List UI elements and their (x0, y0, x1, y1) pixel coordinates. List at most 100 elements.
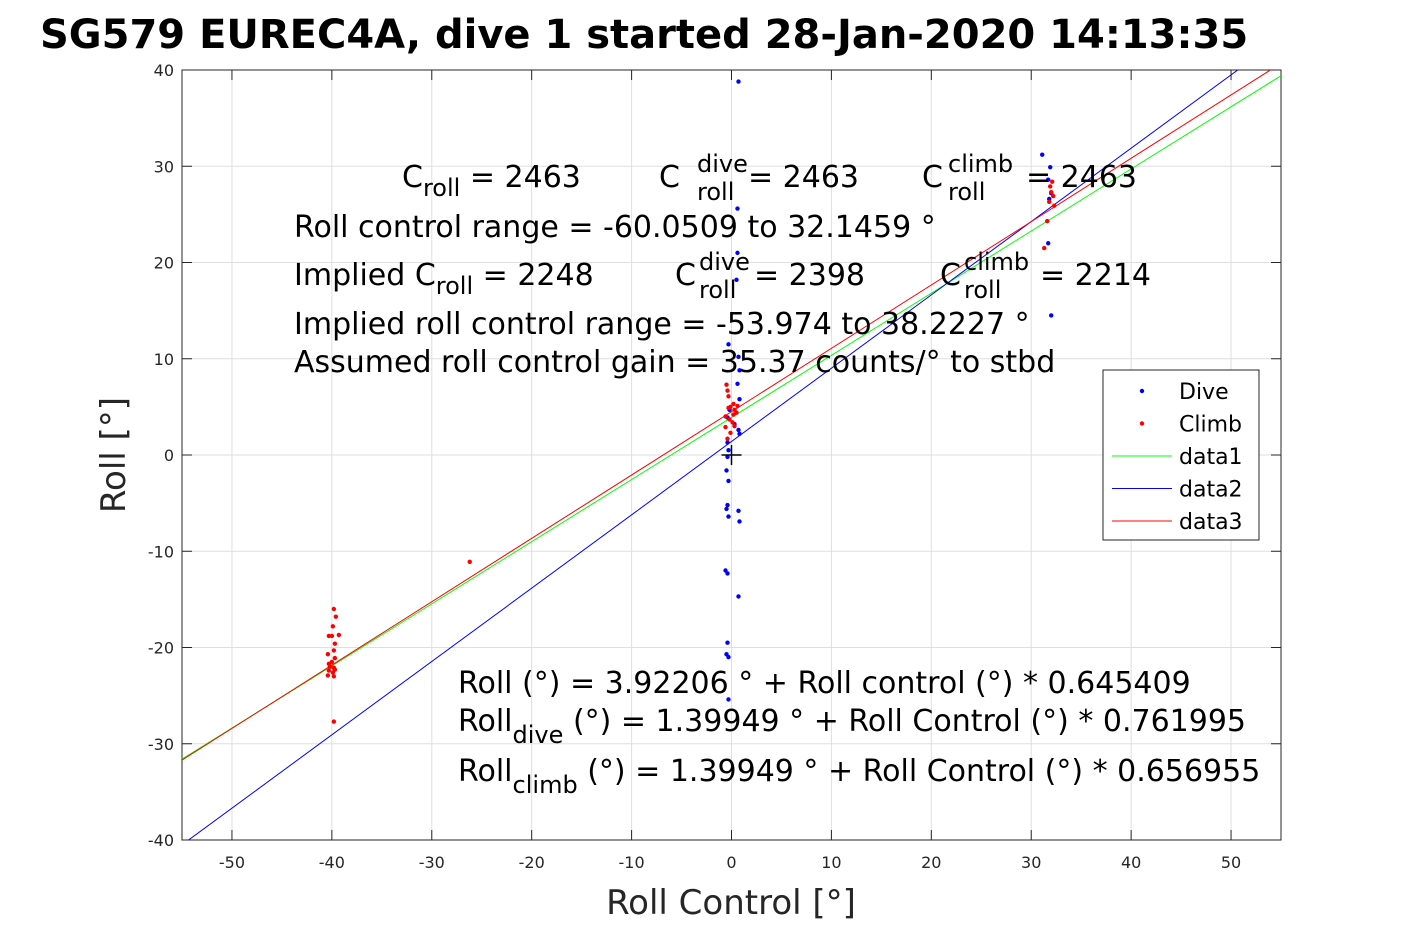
annotations: Croll = 2463 C dive roll = 2463 C climb … (294, 150, 1260, 799)
chart-title: SG579 EUREC4A, dive 1 started 28-Jan-202… (40, 12, 1248, 58)
point-dive (736, 79, 741, 84)
point-dive (1040, 152, 1045, 157)
point-climb (325, 652, 331, 657)
point-climb (333, 614, 339, 619)
point-dive (1046, 241, 1051, 246)
annotation-range-line: Roll control range = -60.0509 to 32.1459… (294, 210, 936, 245)
x-tick-label: -10 (619, 853, 645, 872)
point-climb (331, 719, 337, 724)
annotation-implied-c-climb-value: = 2214 (1040, 258, 1151, 293)
legend: Dive Climb data1 data2 data3 (1102, 369, 1260, 541)
point-dive (736, 427, 741, 433)
point-dive (724, 506, 729, 512)
point-climb (1045, 218, 1050, 224)
point-climb (731, 401, 736, 407)
point-climb (336, 632, 342, 638)
annotation-c-roll-dive-value: = 2463 (748, 160, 859, 195)
point-climb (332, 667, 338, 672)
point-climb (732, 423, 737, 429)
point-climb (726, 405, 731, 411)
annotation-implied-c-climb: C (940, 258, 961, 293)
point-climb (723, 424, 728, 430)
legend-label-dive: Dive (1179, 380, 1229, 405)
point-climb (331, 674, 337, 679)
point-climb (327, 664, 333, 669)
y-tick-label: -20 (148, 639, 174, 658)
y-tick-label: 20 (154, 254, 174, 273)
point-climb (725, 436, 730, 441)
point-dive (725, 640, 730, 645)
annotation-implied-c-dive-value: = 2398 (754, 258, 865, 293)
y-tick-label: 10 (154, 350, 174, 369)
point-climb (467, 559, 472, 565)
y-tick-label: 30 (154, 157, 174, 176)
annotation-c-roll-dive-sub: roll (697, 178, 734, 206)
point-dive (726, 342, 731, 347)
point-dive (726, 514, 731, 519)
point-climb (723, 414, 728, 419)
x-tick-label: 0 (726, 853, 736, 872)
point-climb (731, 412, 736, 417)
annotation-fit-climb: Rollclimb (°) = 1.39949 ° + Roll Control… (458, 754, 1260, 799)
point-climb (332, 655, 338, 661)
x-tick-label: 20 (921, 853, 941, 872)
point-climb (326, 668, 332, 673)
series-line-data1 (182, 75, 1281, 760)
point-climb (735, 403, 740, 409)
x-axis-label: Roll Control [°] (606, 883, 856, 923)
point-dive (1046, 177, 1051, 182)
point-dive (735, 206, 740, 211)
y-tick-label: 0 (164, 446, 174, 465)
annotation-c-roll-dive: C (659, 160, 680, 195)
point-climb (325, 673, 331, 678)
point-dive (737, 368, 742, 373)
point-dive (736, 594, 741, 599)
annotation-fit-line: Roll (°) = 3.92206 ° + Roll control (°) … (458, 666, 1191, 701)
tick-labels: -50 -40 -30 -20 -10 0 10 20 30 40 50 -40 -30 -20 -10 0 1… (148, 61, 1281, 872)
point-dive (736, 508, 741, 514)
point-dive (1049, 313, 1054, 318)
annotation-implied-c-climb-sub: roll (964, 276, 1001, 304)
point-climb (1052, 203, 1057, 208)
point-climb (724, 382, 729, 387)
point-climb (728, 430, 733, 436)
point-climb (331, 606, 337, 612)
x-tick-label: -40 (319, 853, 345, 872)
legend-box (1102, 369, 1260, 541)
y-tick-label: -10 (148, 542, 174, 561)
annotation-implied-range-line: Implied roll control range = -53.974 to … (294, 307, 1030, 342)
point-dive (725, 571, 730, 576)
point-climb (1051, 193, 1056, 199)
annotation-c-roll-climb-sup: climb (948, 150, 1013, 178)
point-climb (1049, 190, 1054, 195)
point-climb (332, 641, 338, 646)
data-points (325, 79, 1057, 724)
y-axis-label: Roll [°] (94, 397, 134, 513)
annotation-c-roll-dive-sup: dive (697, 150, 748, 178)
origin-marker (721, 445, 742, 465)
point-dive (726, 697, 731, 702)
point-climb (331, 648, 337, 653)
annotation-implied-c-dive-sub: roll (699, 276, 736, 304)
annotation-c-roll-climb-sub: roll (948, 178, 985, 206)
annotation-implied-c-dive-sup: dive (699, 248, 750, 276)
point-climb (1050, 179, 1055, 184)
annotation-implied-c-dive: C (675, 258, 696, 293)
x-tick-label: -50 (219, 853, 245, 872)
legend-swatch-climb (1139, 421, 1145, 426)
point-dive (737, 431, 742, 437)
y-tick-label: 40 (154, 61, 174, 80)
annotation-implied-c-roll: Implied Croll = 2248 (294, 258, 594, 300)
legend-label-data1: data1 (1179, 445, 1243, 470)
annotation-fit-dive: Rolldive (°) = 1.39949 ° + Roll Control … (458, 704, 1246, 749)
x-tick-label: 10 (821, 853, 841, 872)
legend-swatch-dive (1139, 388, 1145, 394)
point-climb (1047, 199, 1052, 205)
point-dive (737, 519, 742, 524)
annotation-gain-line: Assumed roll control gain = 35.37 counts… (294, 345, 1055, 380)
point-dive (735, 381, 740, 386)
x-tick-label: -20 (519, 853, 545, 872)
point-dive (725, 454, 730, 460)
point-dive (726, 654, 731, 660)
